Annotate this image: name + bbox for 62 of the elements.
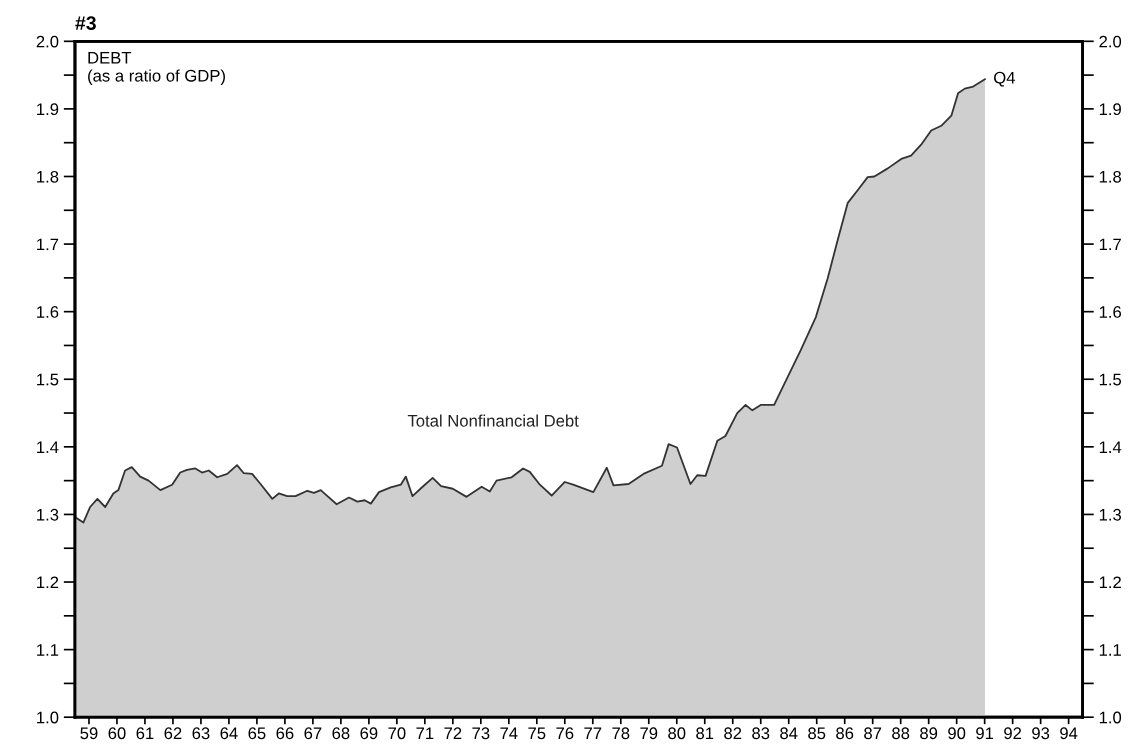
x-tick-label: 59 <box>80 727 98 740</box>
y-tick-label: 1.8 <box>37 170 59 183</box>
annotation: Q4 <box>994 71 1015 87</box>
y2-tick-label: 1.0 <box>1099 711 1122 724</box>
y-tick-label: 1.6 <box>37 306 59 318</box>
x-tick-label: 73 <box>472 727 490 740</box>
x-tick-label: 75 <box>528 727 546 740</box>
x-tick-label: 79 <box>640 727 658 740</box>
x-tick-label: 80 <box>668 727 686 740</box>
x-tick-label: 74 <box>500 727 518 740</box>
x-tick-label: 66 <box>276 727 294 740</box>
x-tick-label: 67 <box>304 727 322 740</box>
y2-tick-label: 2.0 <box>1099 35 1122 48</box>
x-tick-label: 76 <box>556 727 574 740</box>
y-tick-label: 1.3 <box>37 508 59 521</box>
x-tick-label: 62 <box>164 727 182 740</box>
x-tick-label: 89 <box>920 727 938 740</box>
y2-tick-label: 1.3 <box>1099 508 1122 521</box>
x-tick-label: 86 <box>836 727 854 740</box>
y-tick-label: 1.1 <box>37 644 59 656</box>
x-tick-label: 69 <box>360 727 378 740</box>
y2-tick-label: 1.5 <box>1099 373 1122 386</box>
x-tick-label: 85 <box>808 727 826 740</box>
y2-tick-label: 1.2 <box>1099 576 1121 589</box>
y2-tick-label: 1.4 <box>1099 441 1122 453</box>
y-tick-label: 1.4 <box>37 441 59 453</box>
x-tick-label: 78 <box>612 727 630 740</box>
y-tick-label: 1.0 <box>37 711 59 724</box>
x-tick-label: 68 <box>332 727 350 740</box>
x-tick-label: 82 <box>724 727 742 740</box>
x-tick-label: 60 <box>108 727 126 740</box>
x-tick-label: 64 <box>220 727 238 740</box>
x-tick-label: 77 <box>584 727 602 740</box>
y-tick-label: 2.0 <box>36 35 59 48</box>
x-tick-label: 72 <box>444 727 462 740</box>
x-tick-label: 93 <box>1032 727 1050 740</box>
x-tick-label: 87 <box>864 727 882 740</box>
y-tick-label: 1.7 <box>37 238 59 251</box>
y-tick-label: 1.2 <box>37 576 59 589</box>
x-tick-label: 63 <box>192 727 210 740</box>
text: Total Nonfinancial Debt <box>407 414 579 427</box>
x-tick-label: 70 <box>388 727 406 740</box>
y2-tick-label: 1.6 <box>1099 306 1122 318</box>
y2-tick-label: 1.7 <box>1099 238 1121 251</box>
y-tick-label: 1.9 <box>37 103 59 116</box>
x-tick-label: 88 <box>892 727 910 740</box>
x-tick-label: 91 <box>976 727 994 740</box>
y2-tick-label: 1.1 <box>1099 644 1121 656</box>
x-tick-label: 81 <box>696 727 714 740</box>
x-tick-label: 83 <box>752 727 770 740</box>
x-tick-label: 65 <box>248 727 266 740</box>
x-tick-label: 90 <box>948 727 966 740</box>
x-tick-label: 84 <box>780 727 798 740</box>
y-tick-label: 1.5 <box>37 373 59 386</box>
x-tick-label: 61 <box>136 727 154 740</box>
chart-title: #3 <box>75 16 96 30</box>
annotation: DEBT (as a ratio of GDP) <box>88 52 225 85</box>
x-tick-label: 71 <box>416 727 434 740</box>
y2-tick-label: 1.8 <box>1099 170 1122 183</box>
y2-tick-label: 1.9 <box>1099 103 1121 116</box>
x-tick-label: 94 <box>1060 727 1078 740</box>
x-tick-label: 92 <box>1004 727 1022 740</box>
